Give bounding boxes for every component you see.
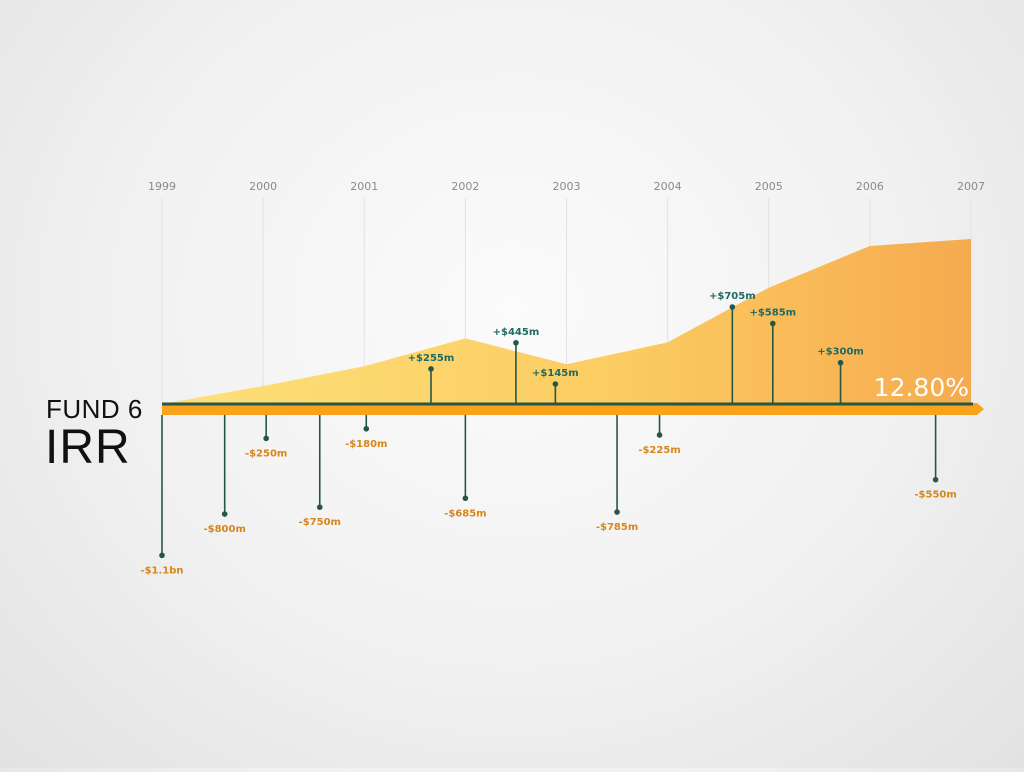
year-label-2003: 2003 (553, 180, 581, 193)
cash-flow-dot-6 (462, 495, 469, 502)
cash-flow-label-7: +$445m (493, 327, 540, 338)
cash-flow-label-9: -$785m (596, 522, 638, 533)
cash-flow-label-11: +$705m (709, 291, 756, 302)
year-label-2005: 2005 (755, 180, 783, 193)
cash-flow-dot-2 (263, 435, 269, 442)
cash-flow-dot-0 (159, 552, 165, 559)
year-label-2006: 2006 (856, 180, 884, 193)
cash-flow-dot-14 (932, 476, 939, 483)
axis-layer (162, 402, 984, 415)
cash-flow-dot-1 (221, 511, 228, 517)
cash-flow-dot-3 (316, 504, 323, 511)
year-label-2000: 2000 (249, 180, 277, 193)
irr-value-label: 12.80% (874, 373, 969, 402)
cash-flow-dot-10 (656, 432, 663, 438)
cash-flow-dot-5 (428, 366, 434, 372)
year-label-2002: 2002 (451, 180, 479, 193)
fund-title: FUND 6 (46, 394, 143, 424)
cash-flow-label-2: -$250m (245, 448, 287, 459)
year-label-2004: 2004 (654, 180, 682, 193)
area-layer (162, 238, 971, 404)
cash-flow-dot-8 (552, 381, 559, 387)
axis-arrow-bar (162, 403, 984, 415)
cash-flow-label-13: +$300m (817, 347, 864, 358)
cash-flow-label-0: -$1.1bn (140, 565, 183, 576)
cash-flow-label-12: +$585m (749, 308, 796, 319)
cash-flow-dot-12 (769, 320, 776, 327)
cash-flow-label-10: -$225m (638, 445, 680, 456)
cash-flow-label-14: -$550m (914, 490, 956, 501)
cash-flow-dot-4 (363, 425, 370, 432)
cash-flow-label-4: -$180m (345, 439, 387, 450)
year-label-1999: 1999 (148, 180, 176, 193)
cash-flow-dot-11 (729, 304, 736, 310)
irr-title: IRR (45, 421, 131, 474)
cash-flow-label-1: -$800m (203, 524, 245, 535)
cash-flow-dot-9 (614, 509, 620, 515)
cash-flow-label-8: +$145m (532, 368, 579, 379)
cash-flow-dot-7 (513, 339, 519, 346)
cash-flow-layer: -$1.1bn -$800m -$250m -$750m -$180m +$255m -$6… (140, 291, 956, 576)
cash-flow-label-5: +$255m (408, 353, 455, 364)
irr-area (162, 238, 971, 404)
cash-flow-label-3: -$750m (299, 517, 341, 528)
cash-flow-label-6: -$685m (444, 508, 486, 519)
year-label-2007: 2007 (957, 180, 985, 193)
cash-flow-dot-13 (837, 359, 844, 366)
year-label-2001: 2001 (350, 180, 378, 193)
